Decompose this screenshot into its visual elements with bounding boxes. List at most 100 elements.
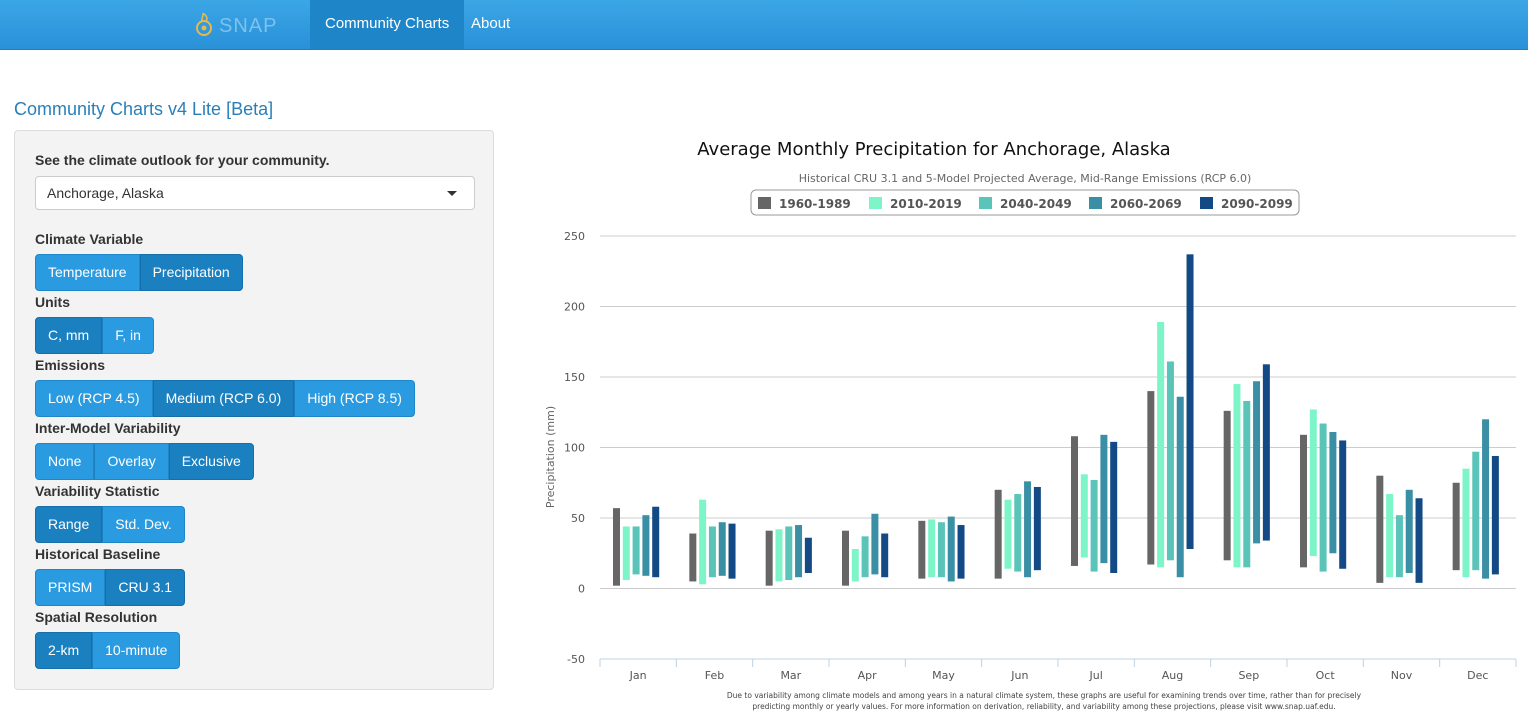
option-button-10-minute[interactable]: 10-minute [92,632,181,669]
bar-1960-1989-Jul[interactable] [1071,436,1078,566]
bar-2090-2099-Jul[interactable] [1110,441,1118,573]
option-button-temperature[interactable]: Temperature [35,254,140,291]
bar-2010-2019-Jan[interactable] [622,526,630,581]
bar-1960-1989-Jan[interactable] [613,508,620,586]
bar-2060-2069-Dec[interactable] [1482,419,1490,579]
bar-2040-2049-Apr[interactable] [861,536,869,578]
option-button-2-km[interactable]: 2-km [35,632,93,669]
navbar: SNAP Community Charts About [0,0,1528,50]
bar-1960-1989-Feb[interactable] [689,533,697,582]
bar-2010-2019-Feb[interactable] [699,499,707,585]
bar-1960-1989-Jun[interactable] [994,489,1002,579]
bar-1960-1989-Apr[interactable] [842,530,849,586]
bar-2060-2069-Jan[interactable] [642,515,650,576]
option-button-c-mm[interactable]: C, mm [35,317,103,354]
bar-2040-2049-Oct[interactable] [1319,423,1327,572]
option-button-medium-rcp-6-0[interactable]: Medium (RCP 6.0) [152,380,295,417]
bar-2040-2049-Jan[interactable] [632,526,640,575]
bar-2090-2099-Feb[interactable] [728,523,736,579]
bar-2060-2069-May[interactable] [947,516,955,582]
bar-2060-2069-Aug[interactable] [1176,396,1184,578]
community-prompt: See the climate outlook for your communi… [35,152,330,168]
bar-2040-2049-Jul[interactable] [1090,479,1098,572]
bar-2090-2099-Oct[interactable] [1339,440,1347,569]
bar-2060-2069-Sep[interactable] [1253,381,1261,544]
bar-1960-1989-Dec[interactable] [1452,482,1460,571]
x-tick-label: May [932,669,955,682]
legend-swatch [979,197,992,209]
bar-2010-2019-Jul[interactable] [1080,474,1088,558]
option-button-exclusive[interactable]: Exclusive [168,443,254,480]
chart-legend [750,189,1300,216]
bar-1960-1989-Mar[interactable] [765,530,773,586]
bar-2090-2099-Sep[interactable] [1262,364,1270,541]
bar-2040-2049-Mar[interactable] [785,526,793,581]
option-button-std-dev[interactable]: Std. Dev. [102,506,185,543]
option-button-prism[interactable]: PRISM [35,569,106,606]
group-label: Units [35,294,70,310]
chart-title: Average Monthly Precipitation for Anchor… [697,139,1170,160]
option-button-overlay[interactable]: Overlay [94,443,169,480]
community-select[interactable]: Anchorage, Alaska [35,176,475,210]
x-tick-label: Feb [705,669,724,682]
bar-2090-2099-Mar[interactable] [804,537,812,573]
bar-2040-2049-Dec[interactable] [1472,451,1480,571]
option-button-none[interactable]: None [35,443,95,480]
bar-2090-2099-Dec[interactable] [1491,455,1499,575]
brand[interactable]: SNAP [193,12,277,40]
x-tick-label: Jan [629,669,647,682]
bar-2040-2049-Aug[interactable] [1166,361,1174,561]
bar-2010-2019-Aug[interactable] [1157,322,1165,568]
legend-label[interactable]: 2090-2099 [1221,197,1293,211]
option-button-range[interactable]: Range [35,506,103,543]
bar-2090-2099-Apr[interactable] [881,533,889,578]
bar-1960-1989-Sep[interactable] [1223,410,1231,561]
bar-2040-2049-Nov[interactable] [1395,515,1403,578]
bar-2060-2069-Feb[interactable] [718,522,726,576]
nav-community-charts[interactable]: Community Charts [310,0,465,49]
bar-2060-2069-Jun[interactable] [1024,481,1032,578]
nav-about[interactable]: About [471,15,511,32]
bar-2010-2019-Mar[interactable] [775,529,783,582]
bar-2010-2019-May[interactable] [928,519,936,578]
bar-2010-2019-Jun[interactable] [1004,499,1012,569]
bar-2040-2049-Feb[interactable] [708,526,716,578]
bar-2040-2049-Sep[interactable] [1243,400,1251,568]
bar-2040-2049-Jun[interactable] [1014,494,1022,572]
bar-2010-2019-Nov[interactable] [1386,494,1394,578]
button-group: PRISM CRU 3.1 [35,569,186,606]
bar-2090-2099-May[interactable] [957,525,965,579]
option-button-cru-3-1[interactable]: CRU 3.1 [105,569,186,606]
bar-2090-2099-Nov[interactable] [1415,498,1423,583]
bar-2010-2019-Sep[interactable] [1233,384,1241,568]
bar-2010-2019-Oct[interactable] [1309,409,1317,557]
legend-label[interactable]: 2040-2049 [1000,197,1072,211]
bar-1960-1989-May[interactable] [918,520,926,579]
precipitation-chart: Average Monthly Precipitation for Anchor… [520,120,1528,717]
group-label: Spatial Resolution [35,609,158,625]
bar-2040-2049-May[interactable] [937,522,945,578]
bar-2010-2019-Dec[interactable] [1462,468,1470,578]
option-button-low-rcp-4-5[interactable]: Low (RCP 4.5) [35,380,153,417]
option-button-high-rcp-8-5[interactable]: High (RCP 8.5) [294,380,415,417]
bar-2090-2099-Jan[interactable] [652,506,660,578]
bar-2060-2069-Mar[interactable] [795,525,803,578]
bar-2090-2099-Aug[interactable] [1186,254,1194,550]
legend-label[interactable]: 2010-2019 [890,197,962,211]
bar-1960-1989-Aug[interactable] [1147,391,1155,565]
button-group: Low (RCP 4.5) Medium (RCP 6.0) High (RCP 8… [35,380,415,417]
bar-1960-1989-Oct[interactable] [1300,434,1307,568]
legend-label[interactable]: 2060-2069 [1110,197,1182,211]
legend-items: 1960-1989 2010-2019 2040-2049 2060-2069 2090… [758,197,1293,211]
bar-1960-1989-Nov[interactable] [1376,475,1384,583]
bar-2010-2019-Apr[interactable] [851,549,859,582]
legend-label[interactable]: 1960-1989 [779,197,851,211]
bar-2060-2069-Jul[interactable] [1100,434,1108,564]
bar-2060-2069-Oct[interactable] [1329,431,1337,554]
bar-2060-2069-Nov[interactable] [1405,489,1413,573]
x-tick-label: Sep [1238,669,1259,682]
option-button-f-in[interactable]: F, in [102,317,154,354]
option-button-precipitation[interactable]: Precipitation [139,254,243,291]
bar-2090-2099-Jun[interactable] [1033,486,1041,571]
bar-2060-2069-Apr[interactable] [871,513,879,575]
